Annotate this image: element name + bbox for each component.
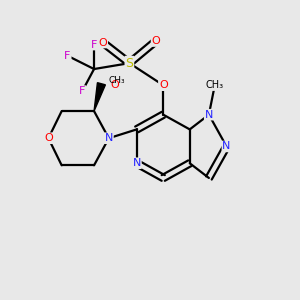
Text: O: O <box>44 133 53 143</box>
Text: N: N <box>222 142 231 152</box>
Text: N: N <box>205 110 213 120</box>
Text: S: S <box>125 57 134 70</box>
Text: O: O <box>110 80 119 90</box>
Text: O: O <box>152 36 160 46</box>
Text: F: F <box>91 40 97 50</box>
Text: F: F <box>79 86 85 96</box>
Polygon shape <box>94 83 105 111</box>
Text: CH₃: CH₃ <box>206 80 224 90</box>
Text: F: F <box>64 51 71 61</box>
Text: O: O <box>159 80 168 90</box>
Text: N: N <box>133 158 141 168</box>
Text: CH₃: CH₃ <box>109 76 125 85</box>
Text: N: N <box>105 133 113 143</box>
Text: O: O <box>98 38 107 47</box>
